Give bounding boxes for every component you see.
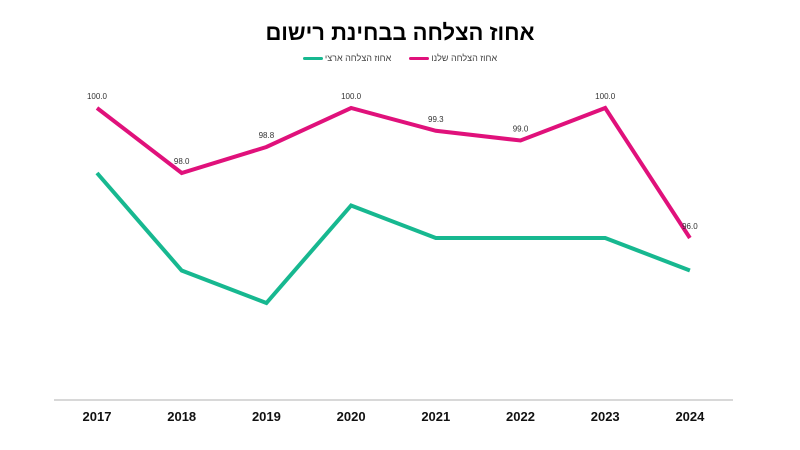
chart-title: אחוז הצלחה בבחינת רישום bbox=[265, 20, 535, 45]
x-tick-label: 2024 bbox=[675, 409, 705, 424]
data-label: 100.0 bbox=[595, 92, 616, 101]
series-line bbox=[95, 171, 691, 306]
legend-label-ours: אחוז הצלחה שלנו bbox=[431, 53, 498, 63]
x-tick-label: 2021 bbox=[421, 409, 450, 424]
legend-swatch-ours bbox=[409, 56, 430, 60]
x-tick-label: 2020 bbox=[337, 409, 366, 424]
legend-swatch-national bbox=[302, 56, 323, 60]
x-tick-label: 2022 bbox=[506, 409, 535, 424]
x-tick-label: 2019 bbox=[252, 409, 281, 424]
x-tick-label: 2023 bbox=[591, 409, 620, 424]
chart-legend: אחוז הצלחה שלנו אחוז הצלחה ארצי bbox=[0, 53, 800, 63]
data-label: 100.0 bbox=[341, 92, 362, 101]
legend-label-national: אחוז הצלחה ארצי bbox=[324, 53, 392, 63]
data-label: 99.3 bbox=[428, 115, 444, 124]
x-tick-label: 2018 bbox=[167, 409, 196, 424]
data-label: 100.0 bbox=[87, 92, 108, 101]
series-line bbox=[95, 105, 692, 240]
data-label: 96.0 bbox=[682, 222, 698, 231]
data-label: 99.0 bbox=[513, 125, 529, 134]
data-label: 98.0 bbox=[174, 157, 190, 166]
x-tick-label: 2017 bbox=[83, 409, 112, 424]
legend-item-national: אחוז הצלחה ארצי bbox=[302, 53, 392, 63]
data-label: 98.8 bbox=[259, 131, 275, 140]
legend-item-ours: אחוז הצלחה שלנו bbox=[409, 53, 497, 63]
